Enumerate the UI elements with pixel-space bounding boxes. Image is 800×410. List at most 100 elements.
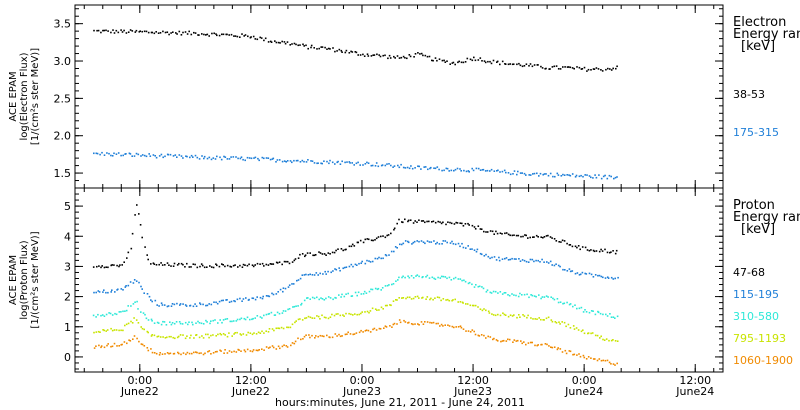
electron-data-point [203,33,205,36]
proton-data-point [332,298,334,301]
proton-data-point [556,348,559,351]
proton-data-point [97,313,99,316]
proton-data-point [143,328,145,331]
proton-data-point [111,345,114,348]
electron-data-point [419,53,421,55]
electron-data-point [434,167,437,170]
proton-data-point [377,287,380,290]
proton-data-point [235,320,238,322]
proton-data-point [509,234,511,237]
proton-data-point [497,292,499,294]
proton-data-point [410,323,413,325]
proton-data-point [236,318,239,321]
proton-data-point [430,297,432,300]
electron-data-point [99,153,101,156]
proton-data-point [346,333,348,335]
proton-data-point [428,241,431,243]
proton-y-tick-label: 5 [64,200,71,213]
proton-data-point [404,276,406,279]
proton-data-point [384,325,387,327]
proton-data-point [569,270,572,273]
proton-data-point [123,261,125,263]
proton-data-point [208,303,210,305]
electron-data-point [539,172,542,175]
proton-data-point [413,240,416,243]
proton-data-point [392,283,395,285]
proton-y-axis-label: [1/(cm²s ster MeV)] [30,231,41,328]
proton-data-point [602,338,604,341]
proton-series-1060-1900 [93,319,618,366]
proton-data-point [311,317,314,319]
proton-data-point [493,256,496,258]
electron-data-point [467,170,470,172]
proton-data-point [358,313,360,316]
electron-data-point [443,169,445,172]
proton-data-point [386,284,389,287]
proton-data-point [408,296,411,299]
proton-data-point [532,236,534,238]
electron-data-point [578,175,581,178]
electron-data-point [239,157,242,160]
proton-data-point [384,285,387,287]
electron-legend-title: Energy ran [733,27,800,42]
proton-data-point [464,223,467,225]
proton-data-point [544,343,547,345]
electron-data-point [600,69,602,71]
proton-data-point [105,313,108,316]
electron-data-point [519,64,522,67]
proton-data-point [226,264,229,267]
proton-series-310-580 [92,274,619,326]
proton-data-point [444,276,447,278]
proton-data-point [501,293,504,295]
proton-data-point [162,336,164,338]
proton-data-point [465,330,467,332]
proton-data-point [496,232,499,235]
proton-data-point [165,324,168,326]
proton-data-point [252,349,255,351]
proton-data-point [576,246,578,249]
proton-data-point [144,313,146,316]
proton-data-point [153,263,156,265]
proton-data-point [309,298,311,300]
proton-data-point [421,297,423,299]
proton-data-point [237,348,239,351]
proton-data-point [581,246,584,248]
proton-data-point [268,295,271,298]
proton-data-point [393,228,395,231]
proton-data-point [93,331,95,334]
proton-data-point [97,330,100,333]
proton-data-point [333,314,336,317]
proton-data-point [124,324,126,327]
proton-data-point [537,259,539,262]
proton-data-point [155,264,158,266]
proton-data-point [489,230,492,232]
proton-data-point [548,345,550,347]
electron-data-point [112,29,114,31]
electron-data-point [438,58,441,60]
electron-data-point [516,173,518,176]
proton-data-point [571,270,574,272]
proton-data-point [195,305,198,307]
electron-data-point [551,66,554,68]
proton-data-point [501,340,504,342]
proton-data-point [321,335,323,337]
proton-data-point [252,265,255,268]
proton-data-point [487,255,490,258]
proton-data-point [553,346,556,348]
proton-data-point [582,329,584,331]
proton-data-point [193,351,195,354]
proton-data-point [98,344,100,347]
proton-data-point [133,279,136,281]
proton-data-point [105,330,107,332]
proton-data-point [319,334,322,337]
proton-data-point [217,333,219,336]
electron-data-point [247,35,249,38]
proton-data-point [159,336,162,338]
proton-data-point [432,220,435,223]
electron-data-point [155,31,157,33]
electron-data-point [172,155,175,157]
proton-data-point [530,317,532,319]
proton-data-point [459,301,462,303]
proton-data-point [399,243,401,246]
proton-data-point [107,291,109,294]
